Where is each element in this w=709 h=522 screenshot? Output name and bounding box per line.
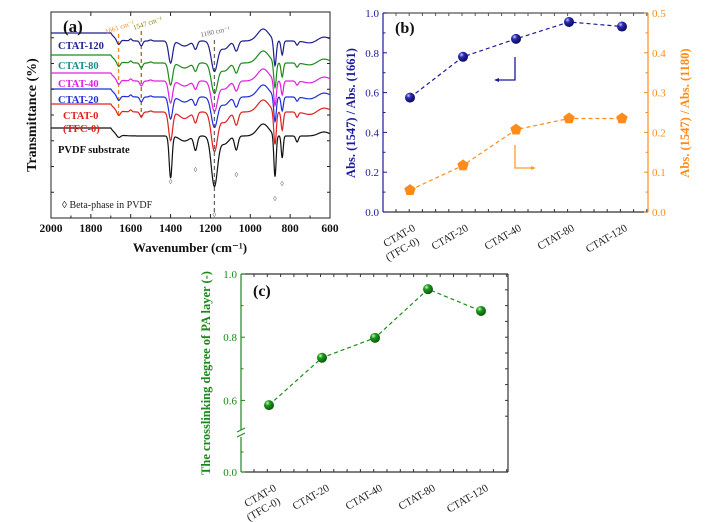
data-point-circle — [423, 284, 433, 295]
spectrum-ctat-0-tfc-0- — [51, 99, 331, 153]
panel-b-series — [404, 16, 628, 195]
panel-b-label: (b) — [395, 20, 415, 37]
panel-a-beta-legend: ◊ Beta-phase in PVDF — [62, 200, 153, 211]
right-y-tick-label: 0.1 — [652, 167, 666, 179]
y-tick-label: 0.8 — [223, 332, 237, 344]
series-label: CTAT-20 — [58, 95, 99, 106]
series-label: CTAT-0 — [63, 111, 98, 122]
beta-phase-marker: ◊ — [273, 195, 277, 203]
axis-break-icon — [236, 427, 246, 438]
data-point-circle — [458, 51, 468, 62]
left-axis-indicator-arrow — [494, 57, 516, 82]
data-point-circle — [405, 92, 415, 103]
y-tick-label: 0.0 — [223, 467, 237, 479]
x-tick-label: 2000 — [40, 223, 63, 235]
x-tick-label: 1600 — [119, 223, 142, 235]
category-label: CTAT-20 — [430, 222, 471, 253]
spectrum-ctat-120 — [51, 28, 331, 73]
panel-a-spectra — [51, 28, 331, 188]
panel-a-annotation-1547: 1547 cm⁻¹ — [132, 15, 163, 32]
series-label: CTAT-80 — [58, 61, 99, 72]
category-label: CTAT-120 — [445, 482, 491, 516]
data-point-pentagon — [457, 159, 469, 171]
right-y-tick-label: 0.0 — [652, 207, 666, 219]
beta-phase-marker: ◊ — [235, 171, 239, 179]
left-y-tick-label: 0.6 — [365, 88, 379, 100]
beta-phase-marker: ◊ — [280, 180, 284, 188]
data-point-pentagon — [616, 112, 628, 124]
right-y-tick-label: 0.5 — [652, 8, 666, 20]
data-point-circle — [617, 21, 627, 32]
series-label: (TFC-0) — [63, 124, 100, 135]
panel-c-label: (c) — [253, 283, 271, 300]
right-y-tick-label: 0.3 — [652, 88, 666, 100]
panel-a-x-axis-title: Wavenumber (cm⁻¹) — [133, 240, 247, 255]
panel-a-y-axis-title: Transmittance (%) — [25, 58, 40, 172]
category-label: CTAT-40 — [344, 482, 385, 513]
panel-a-beta-markers: ◊◊◊◊◊◊ — [169, 166, 285, 219]
series-label: CTAT-120 — [58, 41, 104, 52]
spectrum-ctat-80 — [51, 50, 331, 95]
left-y-tick-label: 0.2 — [365, 167, 379, 179]
panel-b-category-labels: CTAT-0(TFC-0) CTAT-20 CTAT-40 CTAT-80 CTAT-1… — [381, 222, 630, 264]
data-point-circle — [264, 400, 274, 411]
x-tick-label: 800 — [282, 223, 300, 235]
panel-a-ftir-spectra: 2000 1800 1600 1400 1200 1000 800 600 CTAT-120C… — [25, 11, 339, 255]
panel-c-y-axis-title: The crosslinking degree of PA layer (-) — [199, 271, 213, 475]
category-label: CTAT-40 — [483, 222, 524, 253]
panel-a-series-labels: CTAT-120 CTAT-80 CTAT-40 CTAT-20 CTAT-0 (TFC-… — [58, 41, 130, 156]
x-tick-label: 600 — [321, 223, 339, 235]
panel-a-annotation-1180: 1180 cm⁻¹ — [200, 25, 231, 39]
data-point-circle — [564, 16, 574, 27]
spectrum-pvdf-substrate — [51, 123, 331, 188]
panel-c-ticks: 0.0 0.6 0.8 1.0 — [223, 269, 508, 479]
data-point-circle — [511, 33, 521, 44]
left-y-tick-label: 0.0 — [365, 207, 379, 219]
series-line-left — [409, 21, 623, 99]
x-tick-label: 1800 — [79, 223, 102, 235]
series-label: CTAT-40 — [58, 79, 99, 90]
panel-a-annotation-1661: 1661 cm⁻¹ — [104, 19, 135, 36]
y-tick-label: 1.0 — [223, 269, 237, 281]
left-y-tick-label: 1.0 — [365, 8, 379, 20]
series-label: PVDF substrate — [58, 145, 130, 156]
category-label: CTAT-80 — [536, 222, 577, 253]
category-label: CTAT-20 — [291, 482, 332, 513]
category-label: CTAT-120 — [584, 222, 630, 256]
x-tick-label: 1400 — [159, 223, 182, 235]
panel-b-left-axis-title: Abs. (1547) / Abs. (1661) — [344, 48, 358, 178]
data-point-pentagon — [510, 123, 522, 135]
spectrum-ctat-20 — [51, 84, 331, 129]
panel-b-right-axis-title: Abs. (1547) / Abs. (1180) — [678, 48, 692, 177]
series-line — [268, 288, 482, 406]
data-point-pentagon — [563, 112, 575, 124]
right-y-tick-label: 0.4 — [652, 48, 666, 60]
right-y-tick-label: 0.2 — [652, 127, 666, 139]
right-axis-indicator-arrow — [514, 145, 536, 170]
left-y-tick-label: 0.8 — [365, 48, 379, 60]
data-point-circle — [370, 332, 380, 343]
panel-c-crosslinking-degree: 0.00.60.81.0 CTAT-0(TFC-0) CTAT-20 CTAT-40… — [199, 269, 509, 522]
data-point-circle — [476, 305, 486, 316]
y-tick-label: 0.6 — [223, 395, 237, 407]
spectrum-ctat-40 — [51, 68, 331, 113]
x-tick-label: 1200 — [199, 223, 222, 235]
panel-a-annotation-lines — [117, 31, 216, 212]
panel-c-category-labels: CTAT-0(TFC-0) CTAT-20 CTAT-40 CTAT-80 CTAT-1… — [242, 482, 491, 522]
panel-c-series — [264, 284, 486, 411]
left-y-tick-label: 0.4 — [365, 127, 379, 139]
panel-a-label: (a) — [63, 17, 83, 36]
x-tick-label: 1000 — [239, 223, 262, 235]
beta-phase-marker: ◊ — [194, 166, 198, 174]
panel-b-ticks: 0.0 0.2 0.4 0.6 0.8 1.0 0.0 0.1 0.2 0.3 0.4 0.5 — [365, 8, 666, 219]
beta-phase-marker: ◊ — [169, 178, 173, 186]
beta-phase-marker: ◊ — [213, 211, 217, 219]
category-label: CTAT-80 — [397, 482, 438, 513]
panel-b-absorbance-ratios: 0.0 0.2 0.4 0.6 0.8 1.0 0.0 0.1 0.2 0.3 0.4 0.5 CTA… — [344, 8, 692, 264]
data-point-pentagon — [404, 184, 416, 195]
data-point-circle — [317, 352, 327, 363]
panel-a-x-ticks: 2000 1800 1600 1400 1200 1000 800 600 — [40, 12, 339, 235]
